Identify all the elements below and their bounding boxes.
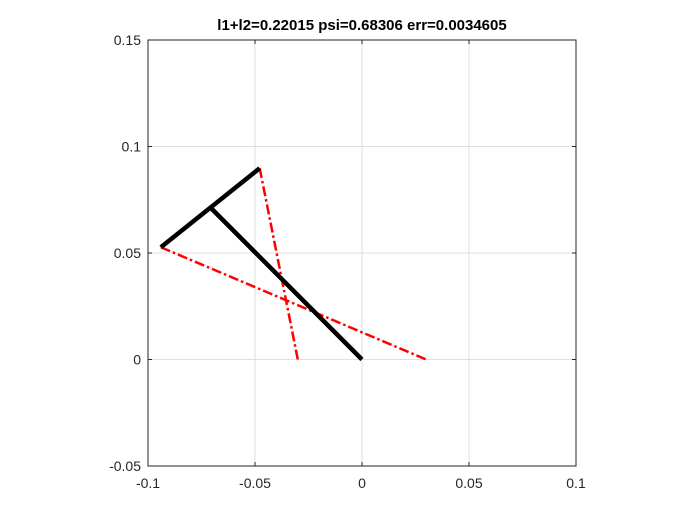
x-tick-label: -0.05: [239, 475, 271, 491]
y-tick-label: 0.05: [114, 245, 141, 261]
y-tick-label: 0.1: [122, 139, 142, 155]
x-tick-label: 0: [358, 475, 366, 491]
solid-segment: [209, 206, 364, 362]
y-tick-label: 0: [133, 352, 141, 368]
y-tick-label: 0.15: [114, 32, 141, 48]
y-axis-ticks: -0.05 0 0.05 0.1 0.15: [109, 32, 576, 474]
dash-dot-segment: [160, 246, 427, 361]
solid-segment: [159, 166, 262, 250]
chart-title: l1+l2=0.22015 psi=0.68306 err=0.0034605: [217, 17, 506, 34]
x-tick-label: 0.05: [455, 475, 482, 491]
y-tick-label: -0.05: [109, 458, 141, 474]
x-tick-label: -0.1: [136, 475, 160, 491]
dash-dot-segment: [258, 167, 300, 360]
series-layer: [159, 166, 427, 362]
x-tick-label: 0.1: [566, 475, 586, 491]
x-axis-ticks: -0.1 -0.05 0 0.05 0.1: [136, 40, 586, 491]
